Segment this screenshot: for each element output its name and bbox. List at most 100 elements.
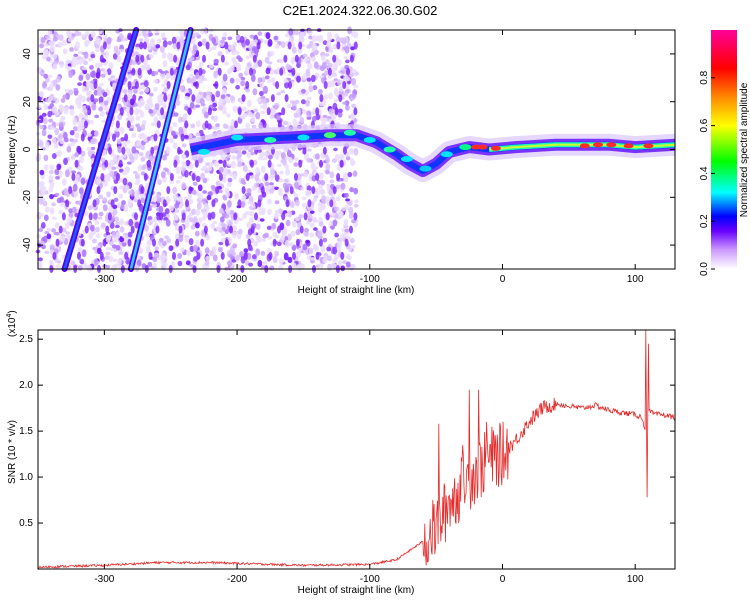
heatmap-streak-cell: [279, 67, 284, 76]
heatmap-streak-cell: [194, 81, 199, 89]
heatmap-noise-cell: [98, 211, 104, 217]
heatmap-streak-cell: [121, 146, 126, 155]
heatmap-noise-cell: [260, 165, 266, 174]
heatmap-noise-cell: [291, 46, 297, 54]
heatmap-noise-cell: [82, 67, 88, 71]
heatmap-streak-cell: [292, 251, 296, 260]
heatmap-noise-cell: [58, 209, 63, 215]
heatmap-streak-cell: [332, 186, 337, 195]
heatmap-noise-cell: [235, 85, 241, 90]
heatmap-noise-cell: [320, 188, 325, 196]
heatmap-noise-cell: [252, 88, 258, 96]
heatmap-noise-cell: [198, 61, 204, 67]
heatmap-streak-cell: [298, 41, 303, 50]
heatmap-noise-cell: [175, 99, 181, 106]
heatmap-noise-cell: [160, 83, 166, 87]
heatmap-noise-cell: [198, 91, 204, 96]
heatmap-noise-cell: [218, 189, 223, 194]
heatmap-streak-cell: [134, 81, 139, 89]
heatmap-streak-cell: [289, 186, 294, 195]
heatmap-noise-cell: [353, 187, 359, 195]
heatmap-streak-cell: [205, 41, 210, 50]
heatmap-noise-cell: [153, 116, 159, 123]
snr-multiplier-close: ): [7, 310, 18, 313]
heatmap-streak-cell: [118, 159, 123, 168]
heatmap-streak-cell: [303, 212, 308, 221]
heatmap-noise-cell: [210, 211, 216, 219]
heatmap-noise-cell: [227, 200, 232, 208]
heatmap-noise-cell: [229, 209, 235, 216]
heatmap-noise-cell: [257, 31, 263, 36]
heatmap-noise-cell: [81, 95, 86, 103]
heatmap-noise-cell: [147, 96, 153, 105]
heatmap-noise-cell: [344, 46, 350, 54]
heatmap-noise-cell: [302, 109, 307, 114]
heatmap-noise-cell: [102, 91, 108, 98]
heatmap-streak-cell: [217, 67, 222, 76]
heatmap-streak-cell: [200, 238, 205, 247]
heatmap-streak-cell: [162, 199, 167, 208]
heatmap-noise-cell: [165, 219, 171, 227]
heatmap-noise-cell: [336, 245, 342, 252]
heatmap-noise-cell: [145, 232, 151, 237]
heatmap-noise-cell: [128, 128, 134, 132]
heatmap-track-blob: [419, 165, 432, 172]
heatmap-noise-cell: [127, 190, 133, 195]
heatmap-noise-cell: [173, 192, 179, 201]
heatmap-noise-cell: [283, 196, 289, 200]
heatmap-peak-blob: [606, 142, 617, 148]
heatmap-noise-cell: [101, 222, 106, 228]
heatmap-noise-cell: [55, 231, 60, 236]
x-tick-label: -300: [94, 274, 114, 285]
heatmap-noise-cell: [318, 172, 324, 180]
heatmap-streak-cell: [55, 238, 60, 247]
heatmap-streak-cell: [332, 54, 337, 63]
heatmap-noise-cell: [48, 175, 54, 181]
heatmap-streak-cell: [266, 107, 271, 116]
heatmap-noise-cell: [52, 54, 58, 60]
heatmap-streak-cell: [137, 67, 142, 76]
heatmap-noise-cell: [175, 36, 181, 42]
heatmap-noise-cell: [96, 91, 102, 96]
heatmap-noise-cell: [335, 196, 341, 202]
heatmap-noise-cell: [173, 112, 179, 117]
heatmap-noise-cell: [272, 256, 278, 264]
heatmap-noise-cell: [47, 110, 53, 118]
heatmap-noise-cell: [67, 216, 72, 224]
heatmap-streak-cell: [224, 41, 229, 50]
heatmap-streak-cell: [77, 251, 81, 260]
heatmap-noise-cell: [188, 217, 194, 223]
heatmap-noise-cell: [347, 201, 353, 206]
heatmap-noise-cell: [71, 170, 77, 174]
heatmap-noise-cell: [282, 182, 288, 189]
heatmap-noise-cell: [58, 121, 64, 128]
heatmap-noise-cell: [345, 59, 350, 64]
heatmap-noise-cell: [152, 196, 158, 203]
heatmap-noise-cell: [241, 150, 247, 155]
heatmap-noise-cell: [297, 247, 303, 252]
heatmap-noise-cell: [54, 192, 60, 197]
heatmap-noise-cell: [225, 99, 231, 103]
heatmap-noise-cell: [54, 168, 60, 175]
heatmap-noise-cell: [201, 216, 206, 221]
heatmap-noise-cell: [349, 149, 355, 155]
heatmap-noise-cell: [336, 58, 342, 66]
heatmap-noise-cell: [327, 62, 333, 68]
heatmap-noise-cell: [191, 189, 197, 195]
heatmap-noise-cell: [252, 254, 257, 260]
heatmap-noise-cell: [347, 171, 353, 178]
heatmap-noise-cell: [231, 259, 237, 263]
heatmap-peak-blob: [477, 144, 488, 150]
heatmap-noise-cell: [244, 66, 250, 75]
heatmap-noise-cell: [65, 234, 70, 238]
heatmap-noise-cell: [308, 247, 314, 255]
heatmap-noise-cell: [187, 77, 193, 84]
heatmap-streak-cell: [184, 120, 189, 129]
heatmap-noise-cell: [269, 188, 274, 193]
heatmap-streak-cell: [124, 251, 129, 260]
x-tick-label: -100: [360, 574, 380, 585]
heatmap-noise-cell: [86, 146, 92, 151]
heatmap-streak-cell: [155, 225, 160, 234]
heatmap-streak-cell: [88, 212, 93, 221]
heatmap-noise-cell: [160, 252, 166, 258]
